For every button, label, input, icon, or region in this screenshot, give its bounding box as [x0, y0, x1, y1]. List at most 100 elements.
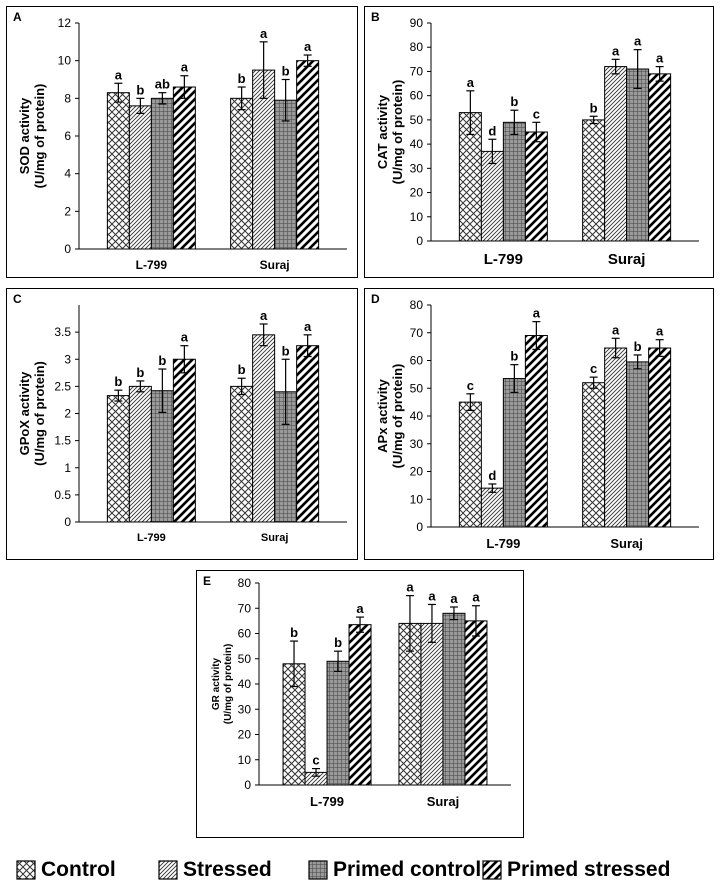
chart-svg-a: A 0 2 4 6 8 10 12 SOD activity(U/mg of protein) a…: [13, 10, 347, 272]
y-tick-label: 20: [410, 465, 424, 479]
significance-letter: c: [590, 361, 597, 376]
legend-label: Primed control: [333, 858, 482, 881]
panel-e: E 0 10 20 30 40 50 60 70 80 GR activity(U/mg of pr…: [196, 570, 524, 838]
y-tick-label: 10: [410, 492, 424, 506]
significance-letter: a: [356, 601, 364, 616]
bar-primed_control-l-799: [502, 121, 526, 242]
y-tick-label: 6: [64, 129, 71, 143]
y-tick-label: 10: [238, 753, 252, 767]
y-tick-label: 12: [58, 16, 72, 30]
significance-letter: a: [656, 324, 664, 339]
y-tick-label: 60: [238, 627, 252, 641]
chart-svg-e: E 0 10 20 30 40 50 60 70 80 GR activity(U/mg of pr…: [203, 574, 511, 809]
y-tick-label: 0: [416, 234, 423, 248]
y-tick-label: 2.5: [54, 379, 71, 393]
legend-swatch: [16, 860, 36, 880]
panel-label: C: [13, 292, 22, 306]
y-tick-label: 80: [410, 40, 424, 54]
y-tick-label: 30: [238, 702, 252, 716]
y-tick-label: 3: [64, 352, 71, 366]
y-tick-label: 60: [410, 354, 424, 368]
y-tick-label: 0: [64, 242, 71, 256]
bar-primed_stressed-l-799: [172, 86, 196, 250]
legend-item-stressed: Stressed: [158, 858, 272, 882]
bar-control-l-799: [106, 92, 130, 250]
bar-stressed-suraj: [604, 66, 628, 242]
y-tick-label: 30: [410, 437, 424, 451]
y-tick-label: 0: [244, 778, 251, 792]
significance-letter: a: [612, 322, 620, 337]
y-tick-label: 80: [410, 298, 424, 312]
significance-letter: b: [290, 625, 298, 640]
significance-letter: b: [114, 374, 122, 389]
panel-label: B: [371, 10, 380, 24]
significance-letter: a: [260, 308, 268, 323]
bar-stressed-l-799: [128, 105, 152, 250]
y-tick-label: 1.5: [54, 434, 71, 448]
panel-label: A: [13, 10, 22, 24]
bar-stressed-suraj: [604, 347, 628, 528]
bar-control-suraj: [230, 97, 254, 250]
significance-letter: b: [136, 82, 144, 97]
y-axis-label: GR activity(U/mg of protein): [211, 644, 234, 725]
significance-letter: a: [467, 75, 475, 90]
significance-letter: a: [115, 67, 123, 82]
significance-letter: ab: [155, 77, 170, 92]
bar-control-suraj: [582, 119, 606, 242]
significance-letter: a: [533, 306, 541, 321]
y-tick-label: 0.5: [54, 488, 71, 502]
y-tick-label: 0: [64, 515, 71, 529]
significance-letter: a: [450, 591, 458, 606]
legend-label: Control: [41, 858, 116, 881]
bar-primed_stressed-l-799: [172, 358, 196, 523]
bar-stressed-suraj: [420, 622, 444, 786]
bar-control-suraj: [230, 385, 254, 523]
y-tick-label: 0: [416, 520, 423, 534]
bar-control-l-799: [458, 401, 482, 528]
significance-letter: a: [304, 39, 312, 54]
y-tick-label: 60: [410, 89, 424, 103]
bar-primed_stressed-l-799: [348, 624, 372, 786]
bar-primed_stressed-suraj: [296, 60, 320, 250]
y-axis-label: APx activity(U/mg of protein): [375, 364, 405, 469]
significance-letter: b: [238, 71, 246, 86]
significance-letter: b: [282, 343, 290, 358]
bar-stressed-suraj: [252, 334, 276, 523]
significance-letter: b: [510, 94, 518, 109]
panel-label: E: [203, 574, 211, 588]
bar-primed_stressed-suraj: [648, 347, 672, 528]
significance-letter: a: [304, 319, 312, 334]
category-label: Suraj: [261, 532, 289, 544]
bar-primed_control-suraj: [442, 612, 466, 786]
y-tick-label: 4: [64, 167, 71, 181]
panel-d: D 0 10 20 30 40 50 60 70 80 APx activity(U/mg of p…: [364, 288, 714, 560]
legend-swatch: [158, 860, 178, 880]
legend-label: Stressed: [183, 858, 272, 881]
y-tick-label: 50: [410, 113, 424, 127]
chart-svg-c: C 0 0.5 1 1.5 2 2.5 3 3.5 GPoX activity(U/mg of p…: [13, 292, 347, 544]
significance-letter: a: [612, 43, 620, 58]
bar-primed_control-suraj: [626, 68, 650, 242]
bar-primed_stressed-suraj: [648, 73, 672, 242]
y-tick-label: 8: [64, 91, 71, 105]
category-label: Suraj: [610, 536, 643, 551]
significance-letter: c: [533, 106, 540, 121]
y-axis-label: CAT activity(U/mg of protein): [375, 80, 405, 185]
bar-control-suraj: [582, 382, 606, 528]
bar-stressed-l-799: [480, 487, 504, 528]
significance-letter: d: [488, 123, 496, 138]
bar-primed_stressed-suraj: [296, 345, 320, 523]
bar-stressed-l-799: [480, 150, 504, 242]
significance-letter: a: [260, 26, 268, 41]
legend-label: Primed stressed: [507, 858, 671, 881]
significance-letter: b: [158, 353, 166, 368]
category-label: L-799: [136, 258, 168, 272]
bar-primed_control-suraj: [274, 99, 298, 250]
category-label: L-799: [486, 536, 520, 551]
category-label: Suraj: [608, 251, 646, 268]
bar-control-l-799: [106, 395, 130, 523]
y-tick-label: 2: [64, 204, 71, 218]
significance-letter: b: [634, 339, 642, 354]
bar-primed_control-l-799: [502, 378, 526, 528]
y-tick-label: 1: [64, 461, 71, 475]
